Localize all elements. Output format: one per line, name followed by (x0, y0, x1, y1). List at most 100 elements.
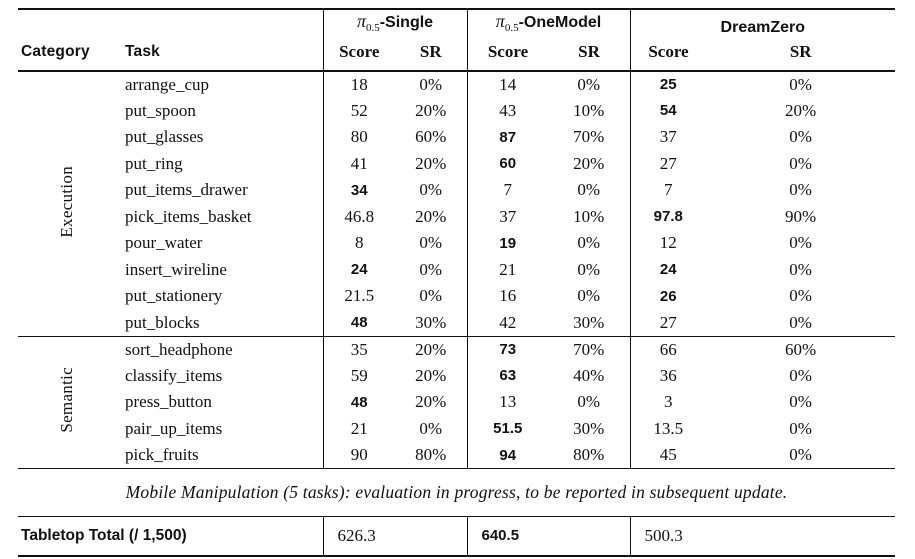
dreamzero-score-cell: 45 (629, 442, 707, 469)
dreamzero-score-cell: 36 (629, 362, 707, 390)
dreamzero-sr-cell: 0% (789, 418, 812, 438)
onemodel-score-cell: 60 (466, 150, 548, 178)
col-group-dreamzero: DreamZero Score SR (629, 9, 896, 72)
col-header-score: Score (339, 42, 380, 62)
dreamzero-score-cell: 13.5 (629, 415, 707, 443)
table-row: put_stationery 21.5 0% 16 0% 26 0% (18, 283, 895, 310)
table-row: put_blocks 48 30% 42 30% 27 0% (18, 309, 896, 337)
single-score-cell: 21 (322, 415, 395, 443)
onemodel-score-cell: 37 (466, 203, 548, 231)
dreamzero-score-cell: 26 (629, 283, 707, 310)
table-row: put_ring 41 20% 60 20% 27 0% (18, 150, 895, 178)
header-row: Category Task π0.5-Single Score SR π0.5-O… (18, 9, 896, 72)
onemodel-sr-cell: 70% (573, 339, 605, 359)
single-sr-cell: 60% (415, 127, 447, 147)
pi-symbol: π (495, 11, 505, 31)
dreamzero-sr-cell: 0% (789, 180, 812, 200)
onemodel-sr-cell: 30% (573, 312, 605, 332)
table-header: Category Task π0.5-Single Score SR π0.5-O… (18, 9, 896, 72)
dreamzero-sr-cell: 0% (789, 153, 812, 173)
table-row: pick_fruits 90 80% 94 80% 45 0% (18, 442, 896, 469)
single-score-cell: 90 (322, 442, 395, 469)
benchmark-results-table: Category Task π0.5-Single Score SR π0.5-O… (18, 8, 896, 557)
dreamzero-sr-cell: 90% (784, 206, 817, 226)
dreamzero-score-cell: 27 (629, 309, 707, 337)
onemodel-sr-cell: 40% (573, 365, 605, 385)
category-cell-semantic: Semantic (18, 336, 115, 469)
dreamzero-score-cell: 25 (629, 71, 707, 98)
dreamzero-sr-cell: 0% (789, 392, 812, 412)
onemodel-sr-cell: 30% (573, 418, 605, 438)
subheader-single: Score SR (324, 39, 467, 65)
col-header-score: Score (648, 42, 689, 62)
single-score-cell: 52 (322, 97, 395, 125)
dreamzero-sr-cell: 0% (789, 74, 812, 94)
task-name: press_button (125, 392, 212, 412)
dreamzero-score-cell: 3 (629, 389, 707, 416)
task-name: pair_up_items (125, 418, 223, 438)
table-row: put_glasses 80 60% 87 70% 37 0% (18, 124, 895, 151)
onemodel-sr-cell: 80% (573, 445, 605, 465)
table-row: Semantic sort_headphone 35 20% 73 70% 66… (18, 336, 895, 433)
onemodel-score-cell: 42 (466, 309, 548, 337)
category-label-semantic: Semantic (56, 367, 76, 433)
task-name: put_items_drawer (125, 180, 248, 200)
single-score-cell: 18 (322, 71, 395, 98)
total-label: Tabletop Total (/ 1,500) (21, 526, 187, 544)
col-header-sr: SR (419, 42, 442, 62)
onemodel-sr-cell: 0% (577, 286, 601, 306)
task-name: pick_items_basket (125, 206, 252, 226)
total-onemodel-value: 640.5 (466, 516, 631, 556)
dreamzero-score-cell: 97.8 (629, 203, 707, 231)
col-header-sr: SR (578, 42, 600, 62)
category-label-execution: Execution (56, 165, 76, 238)
onemodel-sr-cell: 0% (577, 180, 601, 200)
single-sr-cell: 0% (419, 286, 443, 306)
single-score-cell: 24 (322, 256, 395, 284)
onemodel-score-cell: 7 (466, 177, 548, 204)
group-name-text: DreamZero (720, 19, 806, 37)
table-row: classify_items 59 20% 63 40% 36 0% (18, 362, 895, 390)
mobile-manipulation-note: Mobile Manipulation (5 tasks): evaluatio… (125, 482, 788, 503)
single-sr-cell: 80% (415, 445, 447, 465)
total-row: Tabletop Total (/ 1,500) 626.3 640.5 500… (18, 516, 896, 556)
onemodel-score-cell: 63 (466, 362, 548, 390)
onemodel-score-cell: 16 (466, 283, 548, 310)
single-sr-cell: 20% (415, 100, 447, 120)
task-name: put_spoon (125, 100, 196, 120)
onemodel-score-cell: 13 (466, 389, 548, 416)
single-sr-cell: 20% (415, 206, 447, 226)
table-row: put_items_drawer 34 0% 7 0% 7 0% (18, 177, 895, 204)
single-score-cell: 8 (322, 230, 395, 257)
dreamzero-sr-cell: 0% (789, 259, 812, 279)
task-name: sort_headphone (125, 339, 233, 359)
group-name-text: -Single (379, 14, 434, 31)
dreamzero-score-cell: 24 (629, 256, 707, 284)
table-row: pair_up_items 21 0% 51.5 30% 13.5 0% (18, 415, 895, 443)
task-name: insert_wireline (125, 259, 227, 279)
group-title-dreamzero: DreamZero (631, 17, 896, 39)
col-header-category: Category (21, 43, 90, 61)
group-title-pi05-onemodel: π0.5-OneModel (468, 10, 630, 39)
table-row: pour_water 8 0% 19 0% 12 0% (18, 230, 895, 257)
task-name: classify_items (125, 365, 223, 385)
table-row: Execution arrange_cup 18 0% 14 0% 25 0% (18, 71, 895, 237)
onemodel-score-cell: 19 (466, 230, 548, 257)
onemodel-score-cell: 14 (466, 71, 548, 98)
dreamzero-sr-cell: 0% (789, 233, 812, 253)
dreamzero-score-cell: 54 (629, 97, 707, 125)
total-section: Tabletop Total (/ 1,500) 626.3 640.5 500… (18, 516, 896, 556)
onemodel-score-cell: 51.5 (466, 415, 548, 443)
single-score-cell: 21.5 (322, 283, 395, 310)
semantic-section: Semantic sort_headphone 35 20% 73 70% 66… (18, 336, 896, 469)
task-name: put_ring (125, 153, 183, 173)
task-name: put_glasses (125, 127, 204, 147)
onemodel-sr-cell: 0% (577, 233, 601, 253)
single-score-cell: 80 (322, 124, 395, 151)
dreamzero-score-cell: 7 (629, 177, 707, 204)
dreamzero-sr-cell: 0% (789, 312, 812, 332)
onemodel-sr-cell: 20% (573, 153, 605, 173)
table-row: pick_items_basket 46.8 20% 37 10% 97.8 9… (18, 203, 895, 231)
single-sr-cell: 0% (419, 259, 443, 279)
